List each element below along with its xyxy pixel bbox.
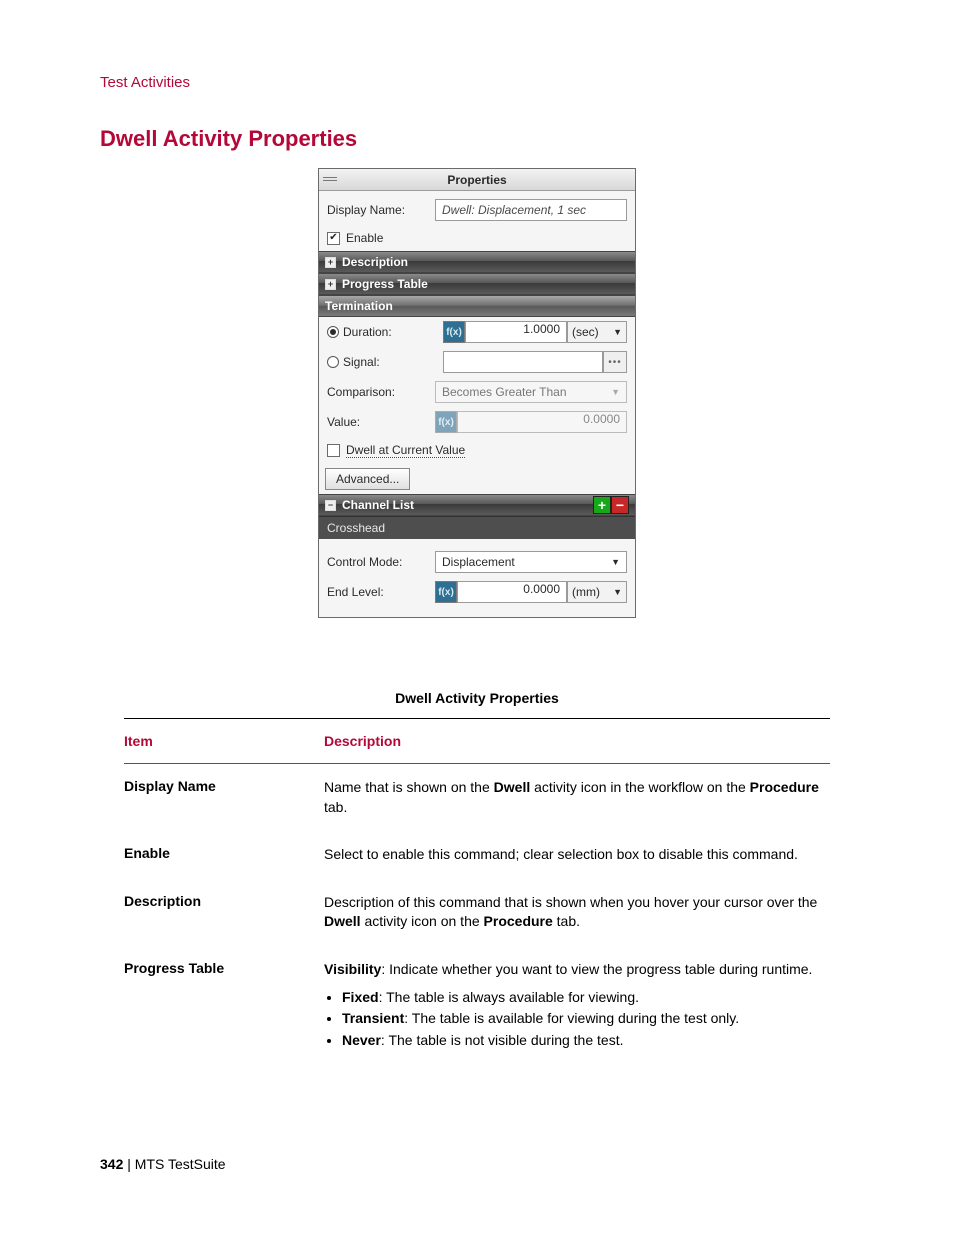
variable-picker-icon: f(x) bbox=[435, 411, 457, 433]
signal-radio[interactable] bbox=[327, 356, 339, 368]
dwell-current-checkbox[interactable] bbox=[327, 444, 340, 457]
comparison-select: Becomes Greater Than▼ bbox=[435, 381, 627, 403]
comparison-label: Comparison: bbox=[327, 385, 435, 399]
expand-icon[interactable]: + bbox=[325, 257, 336, 268]
expand-icon[interactable]: + bbox=[325, 279, 336, 290]
termination-section-label: Termination bbox=[325, 299, 393, 313]
table-row: Enable Select to enable this command; cl… bbox=[124, 831, 830, 879]
section-title: Dwell Activity Properties bbox=[100, 126, 357, 152]
signal-input[interactable] bbox=[443, 351, 603, 373]
properties-table: Item Description Display Name Name that … bbox=[124, 718, 830, 1066]
duration-radio[interactable] bbox=[327, 326, 339, 338]
control-mode-label: Control Mode: bbox=[327, 555, 435, 569]
collapse-icon[interactable]: − bbox=[325, 500, 336, 511]
page-footer: 342 | MTS TestSuite bbox=[100, 1156, 226, 1172]
duration-unit-select[interactable]: (sec)▼ bbox=[567, 321, 627, 343]
enable-label: Enable bbox=[346, 231, 383, 245]
remove-channel-button[interactable]: − bbox=[611, 496, 629, 514]
table-header-description: Description bbox=[324, 733, 830, 749]
panel-grip-icon bbox=[323, 177, 337, 183]
control-mode-select[interactable]: Displacement▼ bbox=[435, 551, 627, 573]
figure-caption: Dwell Activity Properties bbox=[0, 690, 954, 706]
termination-section-header: Termination bbox=[319, 295, 635, 317]
end-level-unit-select[interactable]: (mm)▼ bbox=[567, 581, 627, 603]
end-level-input[interactable]: 0.0000 bbox=[457, 581, 567, 603]
duration-input[interactable]: 1.0000 bbox=[465, 321, 567, 343]
enable-checkbox[interactable]: ✔ bbox=[327, 232, 340, 245]
display-name-input[interactable] bbox=[435, 199, 627, 221]
channel-item[interactable]: Crosshead bbox=[319, 516, 635, 539]
table-row: Progress Table Visibility: Indicate whet… bbox=[124, 946, 830, 1066]
description-section-header[interactable]: + Description bbox=[319, 251, 635, 273]
panel-titlebar: Properties bbox=[319, 169, 635, 191]
value-input: 0.0000 bbox=[457, 411, 627, 433]
properties-panel: Properties Display Name: ✔ Enable + Desc… bbox=[318, 168, 636, 618]
table-header-item: Item bbox=[124, 733, 324, 749]
channel-list-section-header[interactable]: − Channel List + − bbox=[319, 494, 635, 516]
duration-label: Duration: bbox=[343, 325, 443, 339]
channel-list-section-label: Channel List bbox=[342, 498, 414, 512]
variable-picker-icon[interactable]: f(x) bbox=[435, 581, 457, 603]
display-name-label: Display Name: bbox=[327, 203, 435, 217]
table-row: Display Name Name that is shown on the D… bbox=[124, 764, 830, 831]
page-header: Test Activities bbox=[100, 74, 190, 91]
value-label: Value: bbox=[327, 415, 435, 429]
signal-label: Signal: bbox=[343, 355, 443, 369]
progress-table-section-label: Progress Table bbox=[342, 277, 428, 291]
panel-title: Properties bbox=[447, 173, 506, 187]
signal-browse-button[interactable]: ••• bbox=[603, 351, 627, 373]
advanced-button[interactable]: Advanced... bbox=[325, 468, 410, 490]
end-level-label: End Level: bbox=[327, 585, 435, 599]
dwell-current-label: Dwell at Current Value bbox=[346, 443, 465, 458]
table-row: Description Description of this command … bbox=[124, 879, 830, 946]
description-section-label: Description bbox=[342, 255, 408, 269]
progress-table-section-header[interactable]: + Progress Table bbox=[319, 273, 635, 295]
variable-picker-icon[interactable]: f(x) bbox=[443, 321, 465, 343]
add-channel-button[interactable]: + bbox=[593, 496, 611, 514]
